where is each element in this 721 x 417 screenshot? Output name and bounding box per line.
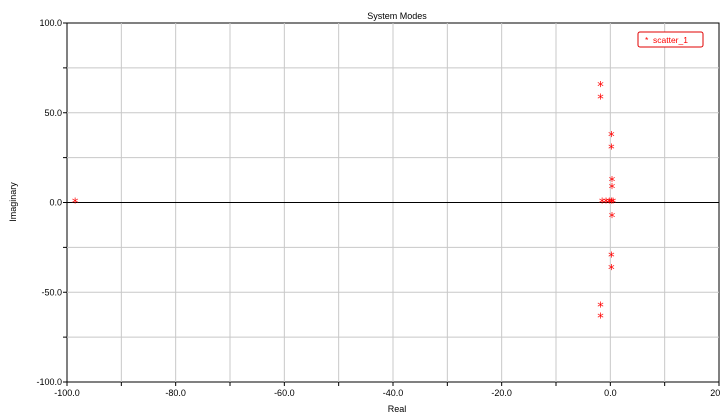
legend-marker-icon: * [645,35,649,45]
data-point: * [599,197,606,212]
data-points: ***************** [72,80,617,327]
y-tick-label: 100.0 [39,18,62,28]
x-tick-label: -40.0 [383,388,404,398]
y-tick-label: 0.0 [49,198,62,208]
data-point: * [72,197,79,212]
data-point: * [609,211,616,226]
x-tick-label: 20.0 [710,388,721,398]
data-point: * [610,197,617,212]
data-point: * [609,175,616,190]
data-point: * [608,250,615,265]
data-point: * [597,92,604,107]
x-axis-title: Real [388,404,407,414]
legend[interactable]: * scatter_1 [637,31,704,48]
x-tick-label: -60.0 [274,388,295,398]
x-tick-label: 0.0 [604,388,617,398]
x-tick-label: -20.0 [491,388,512,398]
y-tick-label: 50.0 [44,108,62,118]
x-tick-label: -100.0 [54,388,80,398]
x-axis-ticks: -100.0 -80.0 -60.0 -40.0 -20.0 0.0 20.0 [54,382,721,398]
data-point: * [597,311,604,326]
data-point: * [603,197,610,212]
data-point: * [609,182,616,197]
legend-box [637,31,704,48]
data-point: * [608,130,615,145]
data-point: * [608,197,615,212]
y-axis-ticks: -100.0 -50.0 0.0 50.0 100.0 [36,18,67,387]
data-point: * [597,301,604,316]
y-axis-title: Imaginary [8,182,18,222]
chart-title: System Modes [367,11,427,21]
data-point: * [606,197,613,212]
x-tick-label: -80.0 [165,388,186,398]
y-tick-label: -100.0 [36,377,62,387]
data-point: * [608,263,615,278]
data-point: * [608,143,615,158]
legend-entry-label: scatter_1 [653,35,688,45]
data-point: * [597,80,604,95]
y-tick-label: -50.0 [41,287,62,297]
